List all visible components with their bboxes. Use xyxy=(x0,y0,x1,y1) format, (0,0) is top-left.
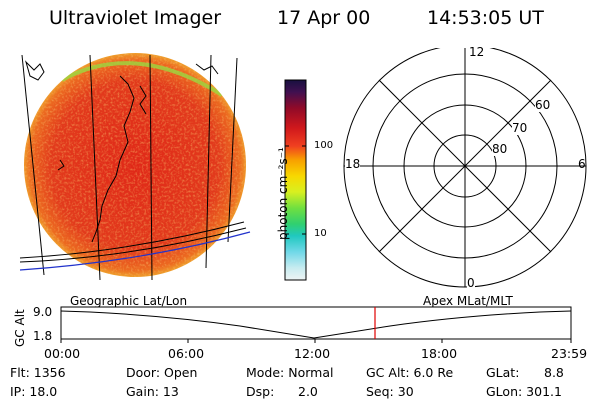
status-glon: GLon: 301.1 xyxy=(486,384,562,399)
status-gain: Gain: 13 xyxy=(126,384,179,399)
latitude-lines xyxy=(19,221,247,263)
mlt-label-0: 0 xyxy=(467,276,475,290)
status-dsp-value: 2.0 xyxy=(298,384,318,399)
mlt-label-18: 18 xyxy=(345,157,361,171)
time-tick-2359: 23:59 xyxy=(551,346,588,361)
status-glat-label: GLat: xyxy=(486,365,520,380)
status-flt: Flt: 1356 xyxy=(10,365,66,380)
time-tick-0000: 00:00 xyxy=(44,346,81,361)
disk-speckle xyxy=(24,53,246,277)
time-tick-1800: 18:00 xyxy=(421,346,458,361)
instrument-title: Ultraviolet Imager xyxy=(49,7,222,29)
longitude-lines xyxy=(21,54,238,281)
altitude-tick-low: 1.8 xyxy=(33,329,53,343)
terminator-line xyxy=(19,231,251,271)
altitude-tick-high: 9.0 xyxy=(33,305,53,319)
observation-date: 17 Apr 00 xyxy=(277,7,371,29)
status-mode: Mode: Normal xyxy=(246,365,334,380)
projection-label-apex: Apex MLat/MLT xyxy=(423,294,513,308)
time-tick-0600: 06:00 xyxy=(168,346,205,361)
observation-time: 14:53:05 UT xyxy=(427,7,544,29)
altitude-curve xyxy=(60,310,572,339)
altitude-time-plot xyxy=(60,306,572,343)
lat-label-70: 70 xyxy=(512,121,528,135)
time-tick-1200: 12:00 xyxy=(294,346,331,361)
uv-earth-image xyxy=(19,53,251,281)
altitude-axis-label: GC Alt xyxy=(13,309,27,347)
colorbar-tick-10: 10 xyxy=(314,228,327,239)
colorbar-unit-label: photon cm⁻²s⁻¹ xyxy=(276,147,290,240)
altitude-plot-frame xyxy=(60,306,572,340)
status-dsp-label: Dsp: xyxy=(246,384,275,399)
mlt-label-6: 6 xyxy=(578,157,586,171)
mlt-label-12: 12 xyxy=(469,45,485,59)
colorbar-tick-100: 100 xyxy=(314,140,334,151)
lat-label-80: 80 xyxy=(492,142,508,156)
polar-diagonal-2 xyxy=(378,79,552,253)
lat-label-60: 60 xyxy=(535,98,551,112)
color-scale-bar xyxy=(284,79,307,281)
status-door: Door: Open xyxy=(126,365,198,380)
polar-mlat-mlt-plot xyxy=(343,48,587,288)
projection-label-geographic: Geographic Lat/Lon xyxy=(70,294,188,308)
coastlines xyxy=(24,60,219,243)
status-seq: Seq: 30 xyxy=(366,384,414,399)
status-glat-value: 8.8 xyxy=(544,365,564,380)
status-ip: IP: 18.0 xyxy=(10,384,58,399)
status-gc-alt: GC Alt: 6.0 Re xyxy=(366,365,454,380)
